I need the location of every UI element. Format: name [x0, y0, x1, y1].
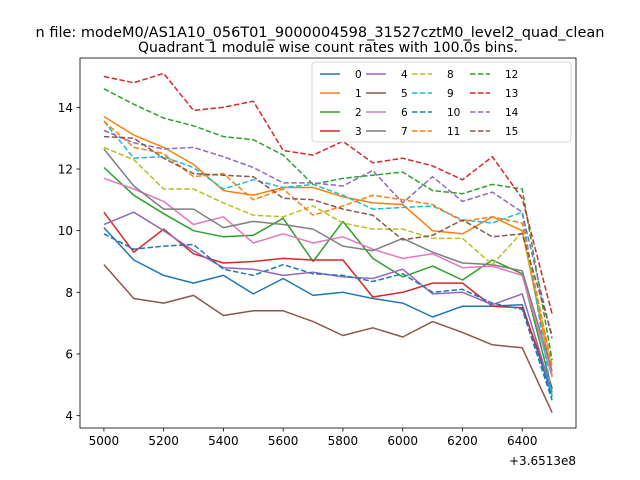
x-tick-label: 5600: [268, 434, 299, 448]
series-line-14: [103, 129, 553, 339]
series-line-10: [103, 233, 553, 401]
x-tick-label: 6000: [387, 434, 418, 448]
legend-label-4: 4: [401, 69, 408, 81]
y-tick-label: 8: [65, 286, 73, 300]
x-axis: 5000 5200 5400 5600 5800 6000 6200 6400: [89, 428, 538, 448]
legend-label-9: 9: [447, 88, 454, 100]
x-tick-label: 6400: [507, 434, 538, 448]
legend-label-10: 10: [447, 107, 460, 119]
x-tick-label: 5000: [89, 434, 120, 448]
figure-suptitle: n file: modeM0/AS1A10_056T01_9000004598_…: [36, 25, 605, 41]
chart-title: Quadrant 1 module wise count rates with …: [138, 40, 518, 56]
series-line-5: [103, 264, 553, 413]
legend-box: [311, 61, 572, 143]
series-line-0: [103, 227, 553, 396]
legend-label-1: 1: [355, 88, 362, 100]
legend-label-2: 2: [355, 107, 362, 119]
series-line-15: [103, 135, 553, 336]
legend-label-0: 0: [355, 69, 362, 81]
legend-label-5: 5: [401, 88, 408, 100]
legend-label-3: 3: [355, 126, 362, 138]
x-tick-label: 5400: [208, 434, 239, 448]
y-tick-label: 4: [65, 409, 73, 423]
plot-frame: [79, 57, 577, 429]
series-line-12: [103, 88, 553, 361]
legend-label-6: 6: [401, 107, 408, 119]
series-line-7: [103, 148, 553, 372]
x-axis-offset-label: +3.6513e8: [509, 454, 576, 468]
x-tick-label: 6200: [447, 434, 478, 448]
x-tick-label: 5800: [328, 434, 359, 448]
legend-label-7: 7: [401, 126, 408, 138]
legend-label-8: 8: [447, 69, 454, 81]
x-tick-label: 5200: [148, 434, 179, 448]
series-line-2: [103, 166, 553, 390]
legend-label-11: 11: [447, 126, 460, 138]
axes-border: [79, 57, 577, 429]
series-line-1: [103, 115, 553, 376]
y-axis: 4 6 8 10 12 14: [58, 101, 80, 423]
series-line-8: [103, 146, 553, 365]
legend-label-15: 15: [505, 126, 518, 138]
series-lines: [103, 72, 553, 413]
legend-label-12: 12: [505, 69, 518, 81]
y-tick-label: 12: [58, 163, 73, 177]
series-line-6: [103, 177, 553, 378]
y-tick-label: 14: [58, 101, 73, 115]
legend-label-14: 14: [505, 107, 519, 119]
legend-label-13: 13: [505, 88, 518, 100]
series-line-9: [103, 120, 553, 398]
y-tick-label: 10: [58, 224, 73, 238]
y-tick-label: 6: [65, 348, 73, 362]
